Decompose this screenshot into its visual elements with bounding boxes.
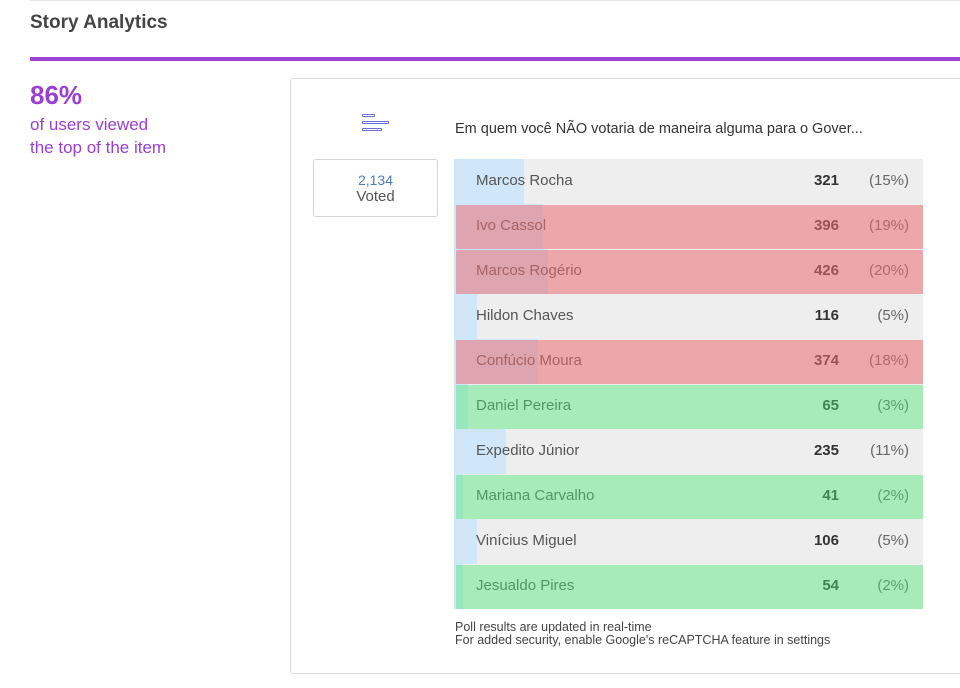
- poll-option-share-bar: [454, 474, 463, 519]
- poll-option-count: 235: [813, 442, 839, 459]
- poll-option-row: Vinícius Miguel 106 (5%): [454, 519, 923, 564]
- poll-option-percent: (5%): [877, 307, 909, 324]
- footer-note-recaptcha: For added security, enable Google's reCA…: [455, 633, 831, 647]
- poll-option-share-bar: [454, 564, 463, 609]
- highlight-overlay-green: [456, 385, 923, 429]
- poll-option-share-bar: [454, 519, 477, 564]
- view-caption-line1: of users viewed: [30, 115, 149, 134]
- poll-option-percent: (2%): [877, 487, 909, 504]
- poll-option-count: 54: [822, 577, 839, 594]
- poll-option-count: 106: [813, 532, 839, 549]
- page-title: Story Analytics: [30, 12, 168, 33]
- poll-option-percent: (3%): [877, 397, 909, 414]
- poll-option-share-bar: [454, 159, 524, 204]
- poll-option-name: Mariana Carvalho: [476, 487, 595, 504]
- poll-question: Em quem você NÃO votaria de maneira algu…: [455, 121, 863, 137]
- header-accent-rule: [30, 57, 960, 61]
- poll-option-name: Vinícius Miguel: [476, 532, 577, 549]
- poll-option-row: Daniel Pereira 65 (3%): [454, 384, 923, 429]
- highlight-overlay-red: [456, 205, 923, 249]
- poll-option-name: Marcos Rocha: [476, 172, 573, 189]
- poll-option-count: 116: [814, 307, 839, 324]
- poll-option-name: Daniel Pereira: [476, 397, 572, 414]
- poll-option-row: Expedito Júnior 235 (11%): [454, 429, 923, 474]
- poll-option-share-bar: [454, 384, 468, 429]
- footer-note-realtime: Poll results are updated in real-time: [455, 620, 652, 634]
- highlight-overlay-green: [456, 475, 923, 519]
- poll-option-row: Marcos Rocha 321 (15%): [454, 159, 923, 204]
- poll-option-count: 65: [822, 397, 839, 414]
- highlight-overlay-red: [456, 250, 923, 294]
- highlight-overlay-red: [456, 340, 923, 384]
- poll-option-count: 41: [822, 487, 839, 504]
- poll-option-name: Hildon Chaves: [476, 307, 574, 324]
- highlight-overlay-green: [456, 565, 923, 609]
- votes-label: Voted: [356, 188, 395, 205]
- poll-option-percent: (5%): [877, 532, 909, 549]
- bar-chart-icon: [362, 114, 390, 136]
- poll-option-name: Expedito Júnior: [476, 442, 580, 459]
- poll-option-share-bar: [454, 429, 506, 474]
- poll-option-percent: (2%): [877, 577, 909, 594]
- votes-summary: 2,134 Voted: [313, 159, 438, 217]
- poll-option-row: Hildon Chaves 116 (5%): [454, 294, 923, 339]
- poll-option-row: Jesualdo Pires 54 (2%): [454, 564, 923, 609]
- poll-option-percent: (11%): [870, 442, 909, 459]
- votes-count: 2,134: [357, 172, 394, 188]
- top-divider: [30, 0, 960, 1]
- poll-option-count: 321: [813, 172, 839, 189]
- view-percentage: 86%: [30, 80, 83, 110]
- poll-option-share-bar: [454, 294, 477, 339]
- poll-option-row: Mariana Carvalho 41 (2%): [454, 474, 923, 519]
- poll-option-name: Jesualdo Pires: [476, 577, 575, 594]
- poll-option-percent: (15%): [868, 172, 909, 189]
- view-caption-line2: the top of the item: [30, 138, 167, 157]
